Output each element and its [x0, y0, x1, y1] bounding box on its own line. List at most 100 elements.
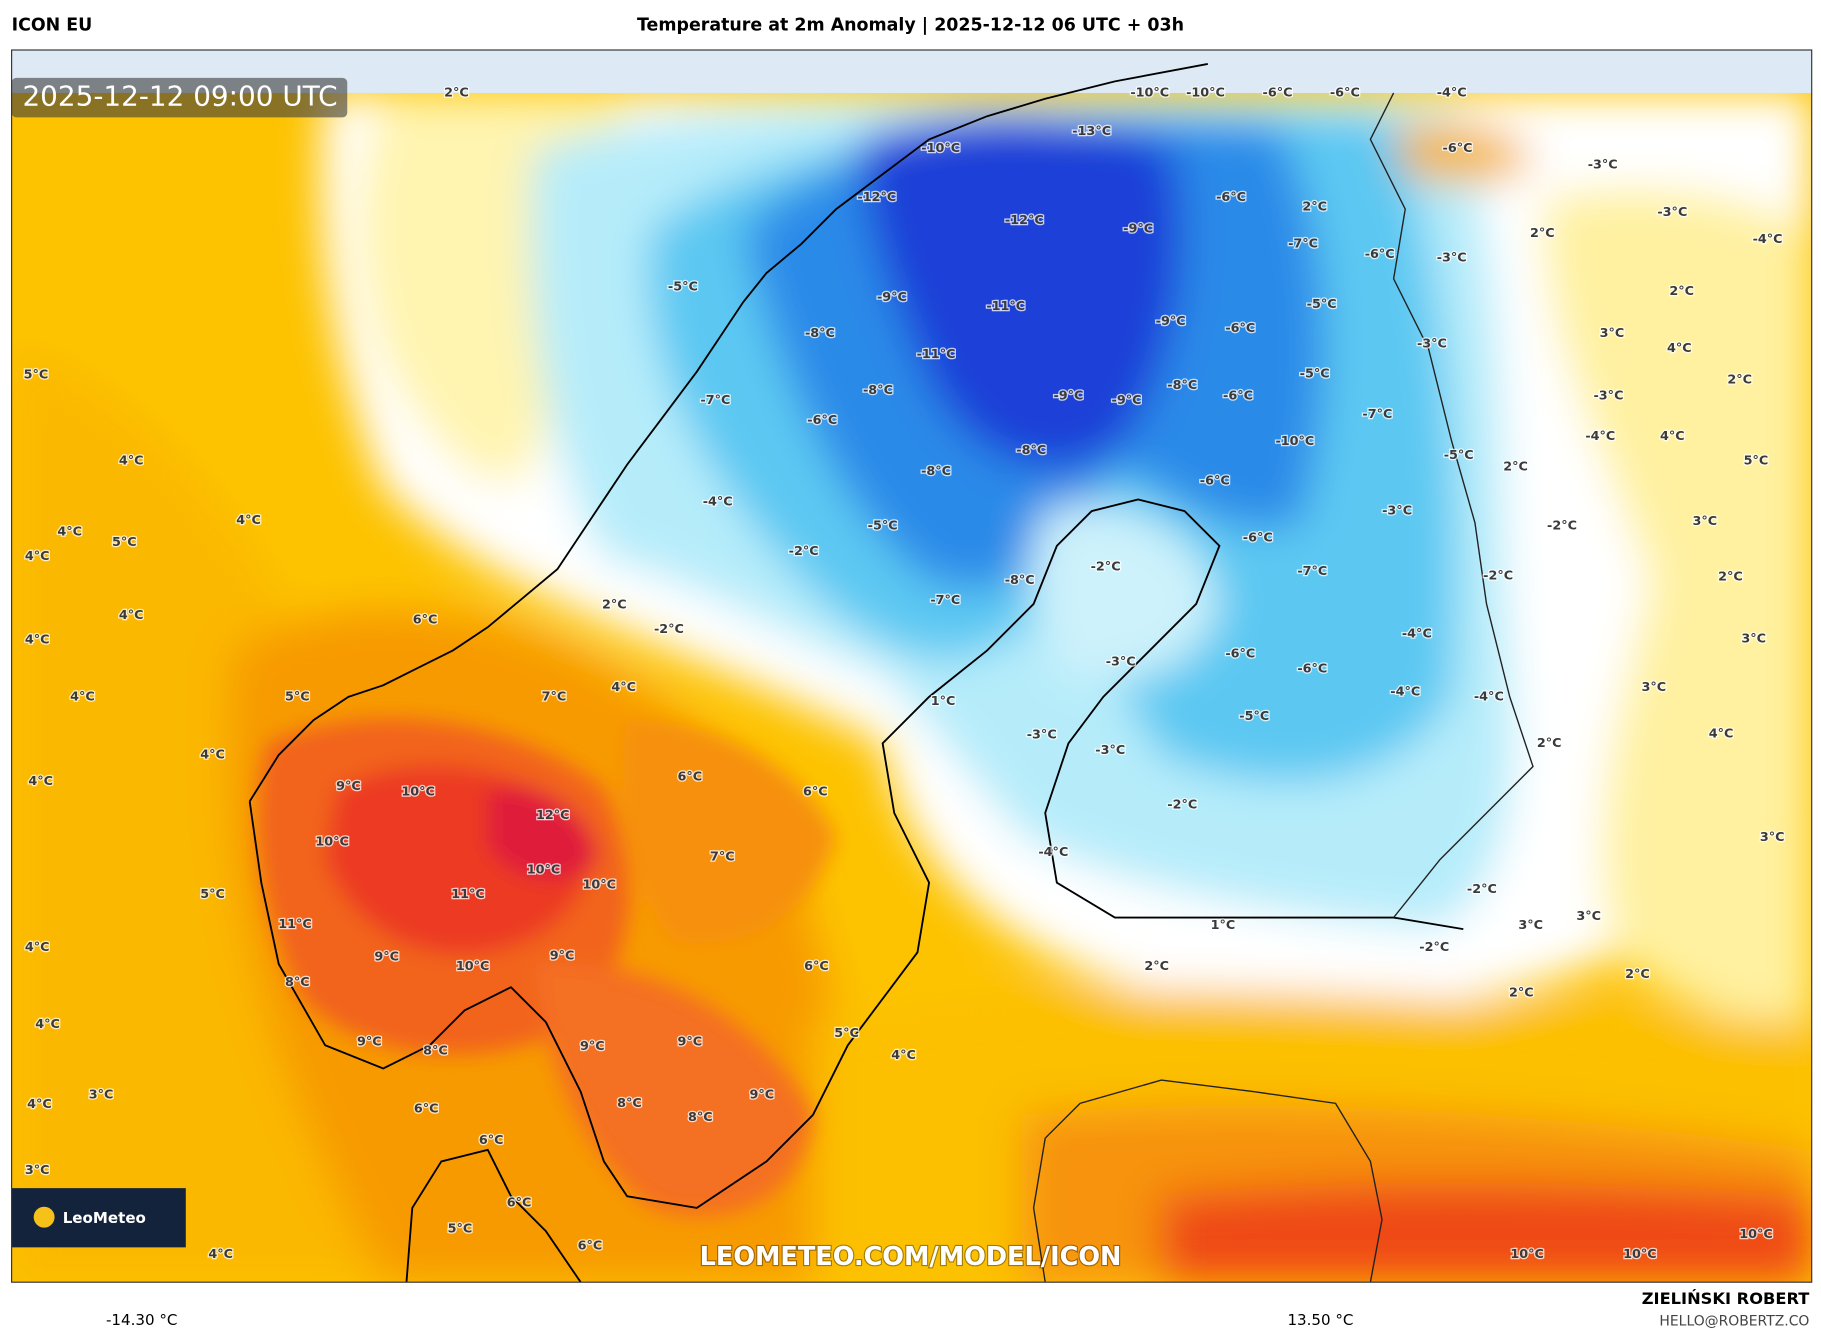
temperature-label: -5°C	[868, 519, 898, 534]
temperature-label: -6°C	[1225, 646, 1255, 661]
temperature-label: -13°C	[1072, 124, 1111, 139]
temperature-label: 9°C	[550, 948, 575, 963]
temperature-label: 6°C	[803, 785, 828, 800]
temperature-label: 6°C	[479, 1133, 504, 1148]
temperature-label: 11°C	[278, 917, 312, 932]
temperature-label: 2°C	[1537, 736, 1562, 751]
temperature-label: 12°C	[536, 808, 570, 823]
temperature-label: -3°C	[1588, 157, 1618, 172]
temperature-label: -8°C	[921, 464, 951, 479]
temperature-label: 4°C	[35, 1017, 60, 1032]
temperature-label: 9°C	[750, 1088, 775, 1103]
temperature-label: 4°C	[208, 1247, 233, 1262]
temperature-label: -11°C	[917, 347, 956, 362]
temperature-label: -6°C	[1243, 530, 1273, 545]
temperature-label: -4°C	[1585, 429, 1615, 444]
temperature-label: -4°C	[1753, 232, 1783, 247]
temperature-label: 8°C	[617, 1096, 642, 1111]
logo-sun	[33, 1206, 55, 1228]
temperature-label: 6°C	[678, 770, 703, 785]
logo: LeoMeteo	[63, 1209, 146, 1227]
temperature-label: -5°C	[1444, 448, 1474, 463]
temperature-label: -8°C	[1005, 573, 1035, 588]
temperature-label: 3°C	[1600, 326, 1625, 341]
temperature-label: 5°C	[1744, 454, 1769, 469]
temperature-label: 5°C	[24, 368, 49, 383]
temperature-label: 2°C	[1530, 226, 1555, 241]
temperature-label: -4°C	[1437, 85, 1467, 100]
temperature-label: -7°C	[930, 593, 960, 608]
chart-title: Temperature at 2m Anomaly | 2025-12-12 0…	[637, 16, 1184, 36]
temperature-label: 3°C	[1741, 631, 1766, 646]
temperature-label: 3°C	[1760, 830, 1785, 845]
colorbar-min: -14.30 °C	[106, 1311, 177, 1329]
temperature-label: -3°C	[1027, 728, 1057, 743]
temperature-label: 8°C	[423, 1044, 448, 1059]
temperature-label: -5°C	[668, 279, 698, 294]
temperature-label: 4°C	[200, 747, 225, 762]
temperature-label: -6°C	[1443, 141, 1473, 156]
temperature-label: 4°C	[119, 454, 144, 469]
temperature-label: 10°C	[527, 862, 561, 877]
temperature-label: 4°C	[70, 689, 95, 704]
temperature-label: -5°C	[1300, 367, 1330, 382]
temperature-label: -6°C	[1263, 85, 1293, 100]
temperature-label: 5°C	[834, 1026, 859, 1041]
model-name: ICON EU	[12, 16, 93, 36]
map: 2°C -10°C -10°C -6°C -6°C -4°C -13°C -10°C -6°C -…	[11, 49, 1812, 1283]
temperature-label: -12°C	[857, 190, 896, 205]
temperature-label: 10°C	[401, 785, 435, 800]
timestamp: 2025-12-12 09:00 UTC	[22, 80, 337, 113]
temperature-label: 4°C	[611, 680, 636, 695]
temperature-label: 10°C	[315, 835, 349, 850]
temperature-label: 5°C	[448, 1221, 473, 1236]
temperature-label: -2°C	[654, 622, 684, 637]
temperature-label: -3°C	[1382, 504, 1412, 519]
temperature-label: -9°C	[1123, 221, 1153, 236]
temperature-label: -3°C	[1594, 389, 1624, 404]
temperature-label: 9°C	[580, 1039, 605, 1054]
timestamp-box	[11, 77, 348, 118]
temperature-label: 2°C	[1727, 372, 1752, 387]
temperature-label: 1°C	[1211, 918, 1236, 933]
temperature-label: -4°C	[1038, 845, 1068, 860]
temperature-label: 9°C	[374, 950, 399, 965]
temperature-label: 6°C	[804, 959, 829, 974]
temperature-label: -10°C	[921, 141, 960, 156]
temperature-label: 4°C	[28, 774, 53, 789]
temperature-label: 3°C	[1576, 909, 1601, 924]
temperature-label: -6°C	[1216, 190, 1246, 205]
temperature-label: 10°C	[1739, 1227, 1773, 1242]
temperature-label: 6°C	[413, 613, 438, 628]
temperature-label: 9°C	[678, 1034, 703, 1049]
temperature-label: -6°C	[1297, 662, 1327, 677]
temperature-label: -2°C	[1467, 882, 1497, 897]
colorbar-max: 13.50 °C	[1287, 1311, 1353, 1329]
temperature-label: -2°C	[1167, 797, 1197, 812]
temperature-label: -4°C	[703, 494, 733, 509]
temperature-label: 4°C	[1667, 341, 1692, 356]
temperature-label: 9°C	[336, 779, 361, 794]
temperature-label: -3°C	[1437, 250, 1467, 265]
temperature-label: -6°C	[1200, 473, 1230, 488]
temperature-label: 10°C	[1623, 1247, 1657, 1262]
temperature-label: -9°C	[1156, 314, 1186, 329]
temperature-label: 4°C	[57, 524, 82, 539]
temperature-label: -3°C	[1106, 655, 1136, 670]
temperature-label: 3°C	[1641, 680, 1666, 695]
temperature-label: 2°C	[444, 85, 469, 100]
temperature-label: -10°C	[1275, 434, 1314, 449]
temperature-label: -7°C	[1362, 407, 1392, 422]
email: HELLO@ROBERTZ.CO	[1659, 1314, 1809, 1330]
temperature-label: 8°C	[285, 975, 310, 990]
temperature-label: -9°C	[877, 290, 907, 305]
temperature-label: 1°C	[931, 694, 956, 709]
temperature-label: 6°C	[578, 1239, 603, 1254]
temperature-label: 3°C	[1693, 514, 1718, 529]
temperature-label: 4°C	[25, 549, 50, 564]
temperature-label: -10°C	[1130, 85, 1169, 100]
temperature-label: -4°C	[1390, 685, 1420, 700]
temperature-label: -2°C	[789, 544, 819, 559]
temperature-label: -5°C	[1307, 297, 1337, 312]
